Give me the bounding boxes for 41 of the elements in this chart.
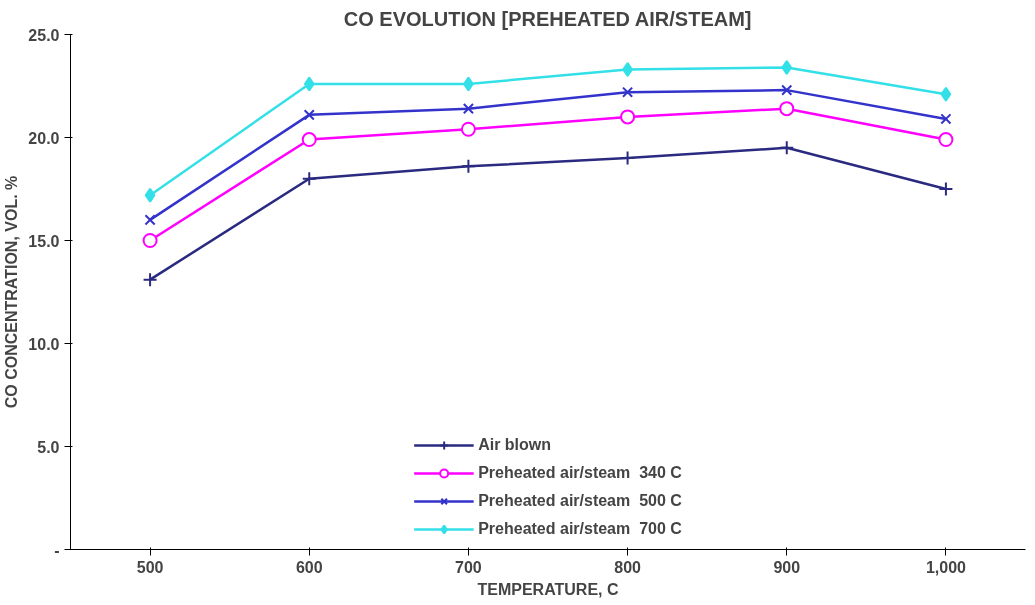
y-tick-label: 5.0 — [37, 438, 60, 456]
point — [303, 76, 315, 92]
point — [781, 59, 793, 75]
y-tick-label: 25.0 — [28, 26, 60, 44]
chart-title: CO EVOLUTION [PREHEATED AIR/STEAM] — [343, 7, 752, 30]
y-tick-label: 15.0 — [28, 232, 60, 250]
point — [779, 140, 795, 156]
x-axis-title: TEMPERATURE, C — [477, 580, 619, 598]
point — [142, 272, 158, 288]
point — [940, 86, 952, 102]
point — [460, 121, 476, 137]
point — [938, 132, 954, 148]
point — [303, 109, 315, 121]
x-tick-label: 1,000 — [925, 558, 967, 576]
x-tick-label: 900 — [773, 558, 801, 576]
point — [142, 233, 158, 248]
y-tick-label: 10.0 — [28, 335, 60, 353]
point — [620, 150, 636, 166]
point — [779, 101, 795, 117]
point — [621, 86, 634, 98]
legend-label: Air blown — [478, 436, 552, 454]
point — [620, 109, 636, 125]
point — [144, 187, 156, 203]
point — [460, 158, 476, 174]
point — [781, 84, 793, 96]
point — [940, 113, 952, 125]
y-tick-label: - — [54, 541, 60, 559]
point — [301, 132, 317, 148]
x-tick-label: 500 — [136, 558, 164, 576]
point — [938, 181, 954, 197]
x-tick-label: 800 — [614, 558, 642, 576]
point — [144, 214, 156, 226]
y-tick-label: 20.0 — [28, 129, 60, 147]
x-tick-label: 700 — [455, 558, 482, 576]
legend-label: Preheated air/steam 700 C — [478, 520, 682, 538]
point — [462, 103, 475, 115]
x-tick-label: 600 — [295, 558, 323, 576]
legend-label: Preheated air/steam 340 C — [478, 464, 682, 482]
legend-label: Preheated air/steam 500 C — [478, 492, 682, 510]
point — [301, 171, 317, 187]
y-axis-title: CO CONCENTRATION, VOL. % — [3, 175, 21, 409]
